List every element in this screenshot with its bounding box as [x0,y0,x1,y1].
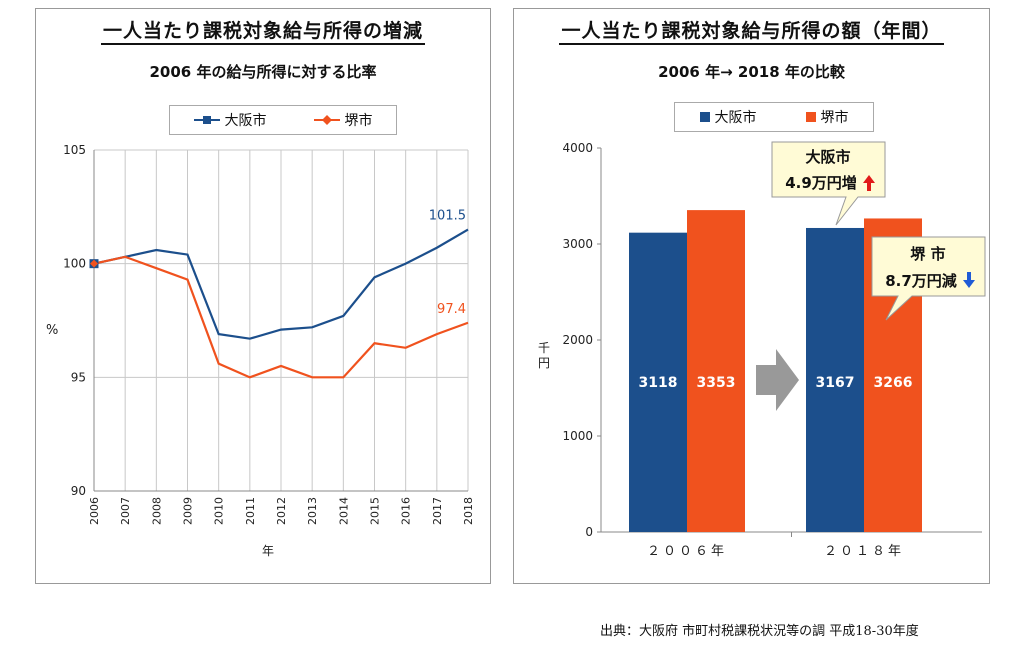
x-tick-label: 2014 [337,497,350,525]
y-axis-label-char: 円 [538,356,550,370]
line-chart-legend: 大阪市 堺市 [169,105,397,135]
callout-sakai-change: 8.7万円減 [885,272,957,290]
y-tick-label: 2000 [562,333,593,347]
bar-sakai [687,210,745,532]
x-tick-label: 2015 [369,497,382,525]
transition-arrow-icon [756,349,799,411]
bar-value-label: 3118 [639,375,678,391]
start-marker-sakai [90,259,98,268]
x-tick-label: 2007 [119,497,132,525]
bar-value-label: 3167 [816,375,855,391]
bar-osaka [806,227,864,532]
x-tick-label: ２０１８年 [824,544,904,559]
legend-marker-sakai [313,115,340,125]
legend-label-sakai: 堺市 [344,113,373,129]
legend-swatch-osaka [699,112,710,122]
legend-marker-osaka [193,116,220,124]
x-tick-label: 2018 [462,497,475,525]
callout-osaka-change: 4.9万円増 [785,174,857,192]
y-tick-label: 1000 [562,429,593,443]
series-line-osaka [93,228,469,340]
bar-chart-subtitle: 2006 年→ 2018 年の比較 [658,63,845,81]
source-note: 出典：大阪府 市町村税課税状況等の調 平成18-30年度 [600,624,919,639]
legend-swatch-sakai [805,112,816,122]
end-value-label-osaka: 101.5 [429,209,466,224]
x-tick-label: 2010 [213,497,226,525]
y-tick-label: 4000 [562,141,593,155]
line-chart-subtitle: 2006 年の給与所得に対する比率 [149,63,377,81]
legend-item-sakai-bar: 堺市 [805,107,849,127]
x-tick-label: 2011 [244,497,257,525]
x-tick-label: ２００６年 [647,544,727,559]
bar-chart-panel: 一人当たり課税対象給与所得の額（年間） 2006 年→ 2018 年の比較 大阪… [513,8,990,584]
callout-osaka-name: 大阪市 [805,148,850,166]
y-axis-label-char: 千 [538,341,550,355]
bar-chart-legend: 大阪市 堺市 [674,102,874,132]
callout-sakai-name: 堺 市 [910,245,945,263]
x-axis-label: 年 [262,544,274,558]
legend-item-osaka-bar: 大阪市 [699,107,757,127]
bar-value-label: 3266 [874,375,913,391]
bar-value-label: 3353 [697,375,736,391]
x-tick-label: 2016 [400,497,413,525]
bar-osaka [629,232,687,532]
y-tick-label: 100 [63,257,86,271]
x-tick-label: 2012 [275,497,288,525]
legend-item-osaka: 大阪市 [193,110,267,130]
x-tick-label: 2009 [182,497,195,525]
legend-label-sakai-bar: 堺市 [820,110,849,126]
bar-chart-plot: 0 1000 2000 3000 4000 千円 3118 3353 ２００６年 3167 3266… [538,141,986,559]
legend-item-sakai: 堺市 [313,110,373,130]
legend-label-osaka-bar: 大阪市 [714,110,757,126]
callout-box-sakai [871,236,986,321]
y-tick-label: 90 [71,484,86,498]
line-chart-title: 一人当たり課税対象給与所得の増減 [36,16,490,45]
y-tick-label: 105 [63,143,86,157]
line-chart-plot: 90 95 100 105 2006 2007 2008 2009 2010 2011 2012 20… [46,143,475,558]
line-chart-panel: 一人当たり課税対象給与所得の増減 2006 年の給与所得に対する比率 大阪市 堺… [35,8,491,584]
bar-chart-title: 一人当たり課税対象給与所得の額（年間） [514,16,989,45]
x-tick-label: 2013 [306,497,319,525]
x-tick-label: 2008 [150,497,163,525]
callout-box-osaka [771,141,886,226]
y-tick-label: 0 [585,525,593,539]
series-line-sakai [93,255,469,379]
end-value-label-sakai: 97.4 [437,302,466,317]
arrow-up-icon [863,175,875,191]
y-axis-label: % [46,323,58,338]
y-tick-label: 3000 [562,237,593,251]
arrow-down-icon [963,272,975,288]
x-tick-label: 2006 [88,497,101,525]
x-tick-label: 2017 [431,497,444,525]
y-tick-label: 95 [71,370,86,384]
legend-label-osaka: 大阪市 [224,113,267,129]
